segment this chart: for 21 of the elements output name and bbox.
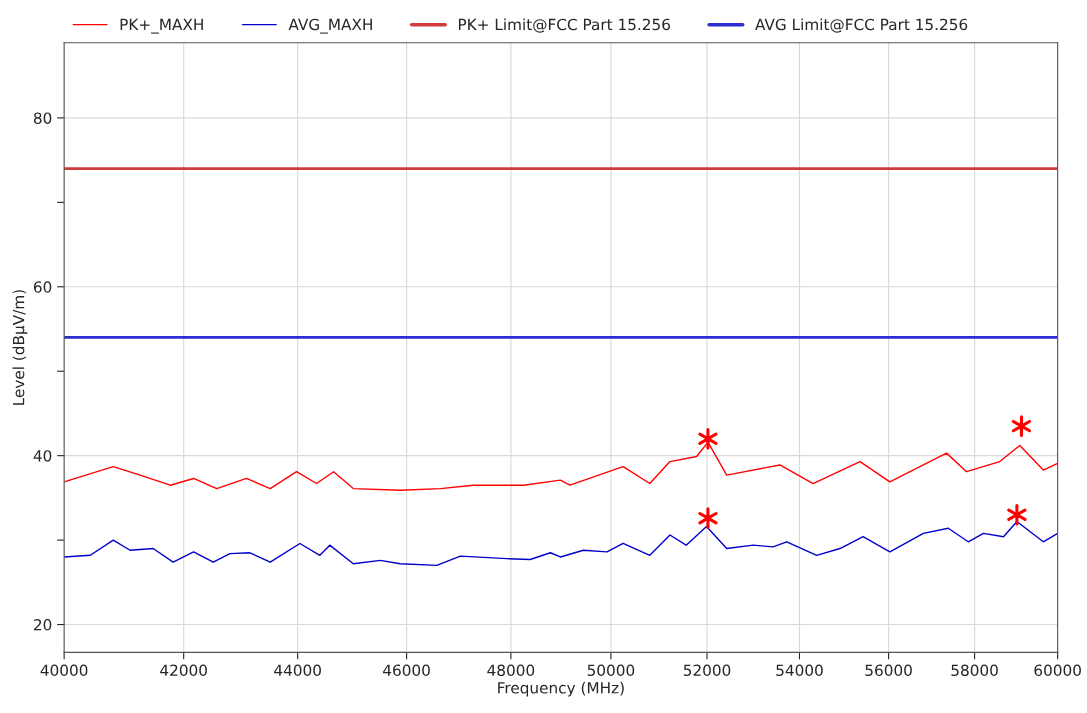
x-tick-label: 50000 [587, 664, 635, 677]
x-axis-title: Frequency (MHz) [498, 681, 624, 697]
x-tick-label: 60000 [1034, 664, 1081, 677]
legend-label: PK+ Limit@FCC Part 15.256 [458, 18, 670, 33]
y-tick-label: 40 [33, 450, 52, 462]
x-tick-label: 40000 [40, 664, 88, 677]
x-tick-label: 44000 [274, 664, 321, 677]
x-tick-label: 42000 [160, 664, 207, 677]
y-tick-label: 60 [33, 281, 52, 293]
x-tick-label: 56000 [865, 664, 912, 677]
x-tick-label: 54000 [776, 664, 823, 677]
y-tick-label: 80 [33, 112, 52, 124]
y-axis-title: Level (dBµV/m) [12, 290, 28, 405]
legend-label: AVG_MAXH [288, 18, 372, 34]
x-tick-label: 58000 [951, 664, 998, 677]
legend-label: PK+_MAXH [120, 18, 203, 34]
x-tick-label: 52000 [683, 664, 731, 677]
x-tick-label: 46000 [383, 664, 430, 677]
x-tick-label: 48000 [487, 664, 535, 677]
y-tick-label: 20 [34, 619, 52, 631]
legend-label: AVG Limit@FCC Part 15.256 [755, 18, 968, 33]
